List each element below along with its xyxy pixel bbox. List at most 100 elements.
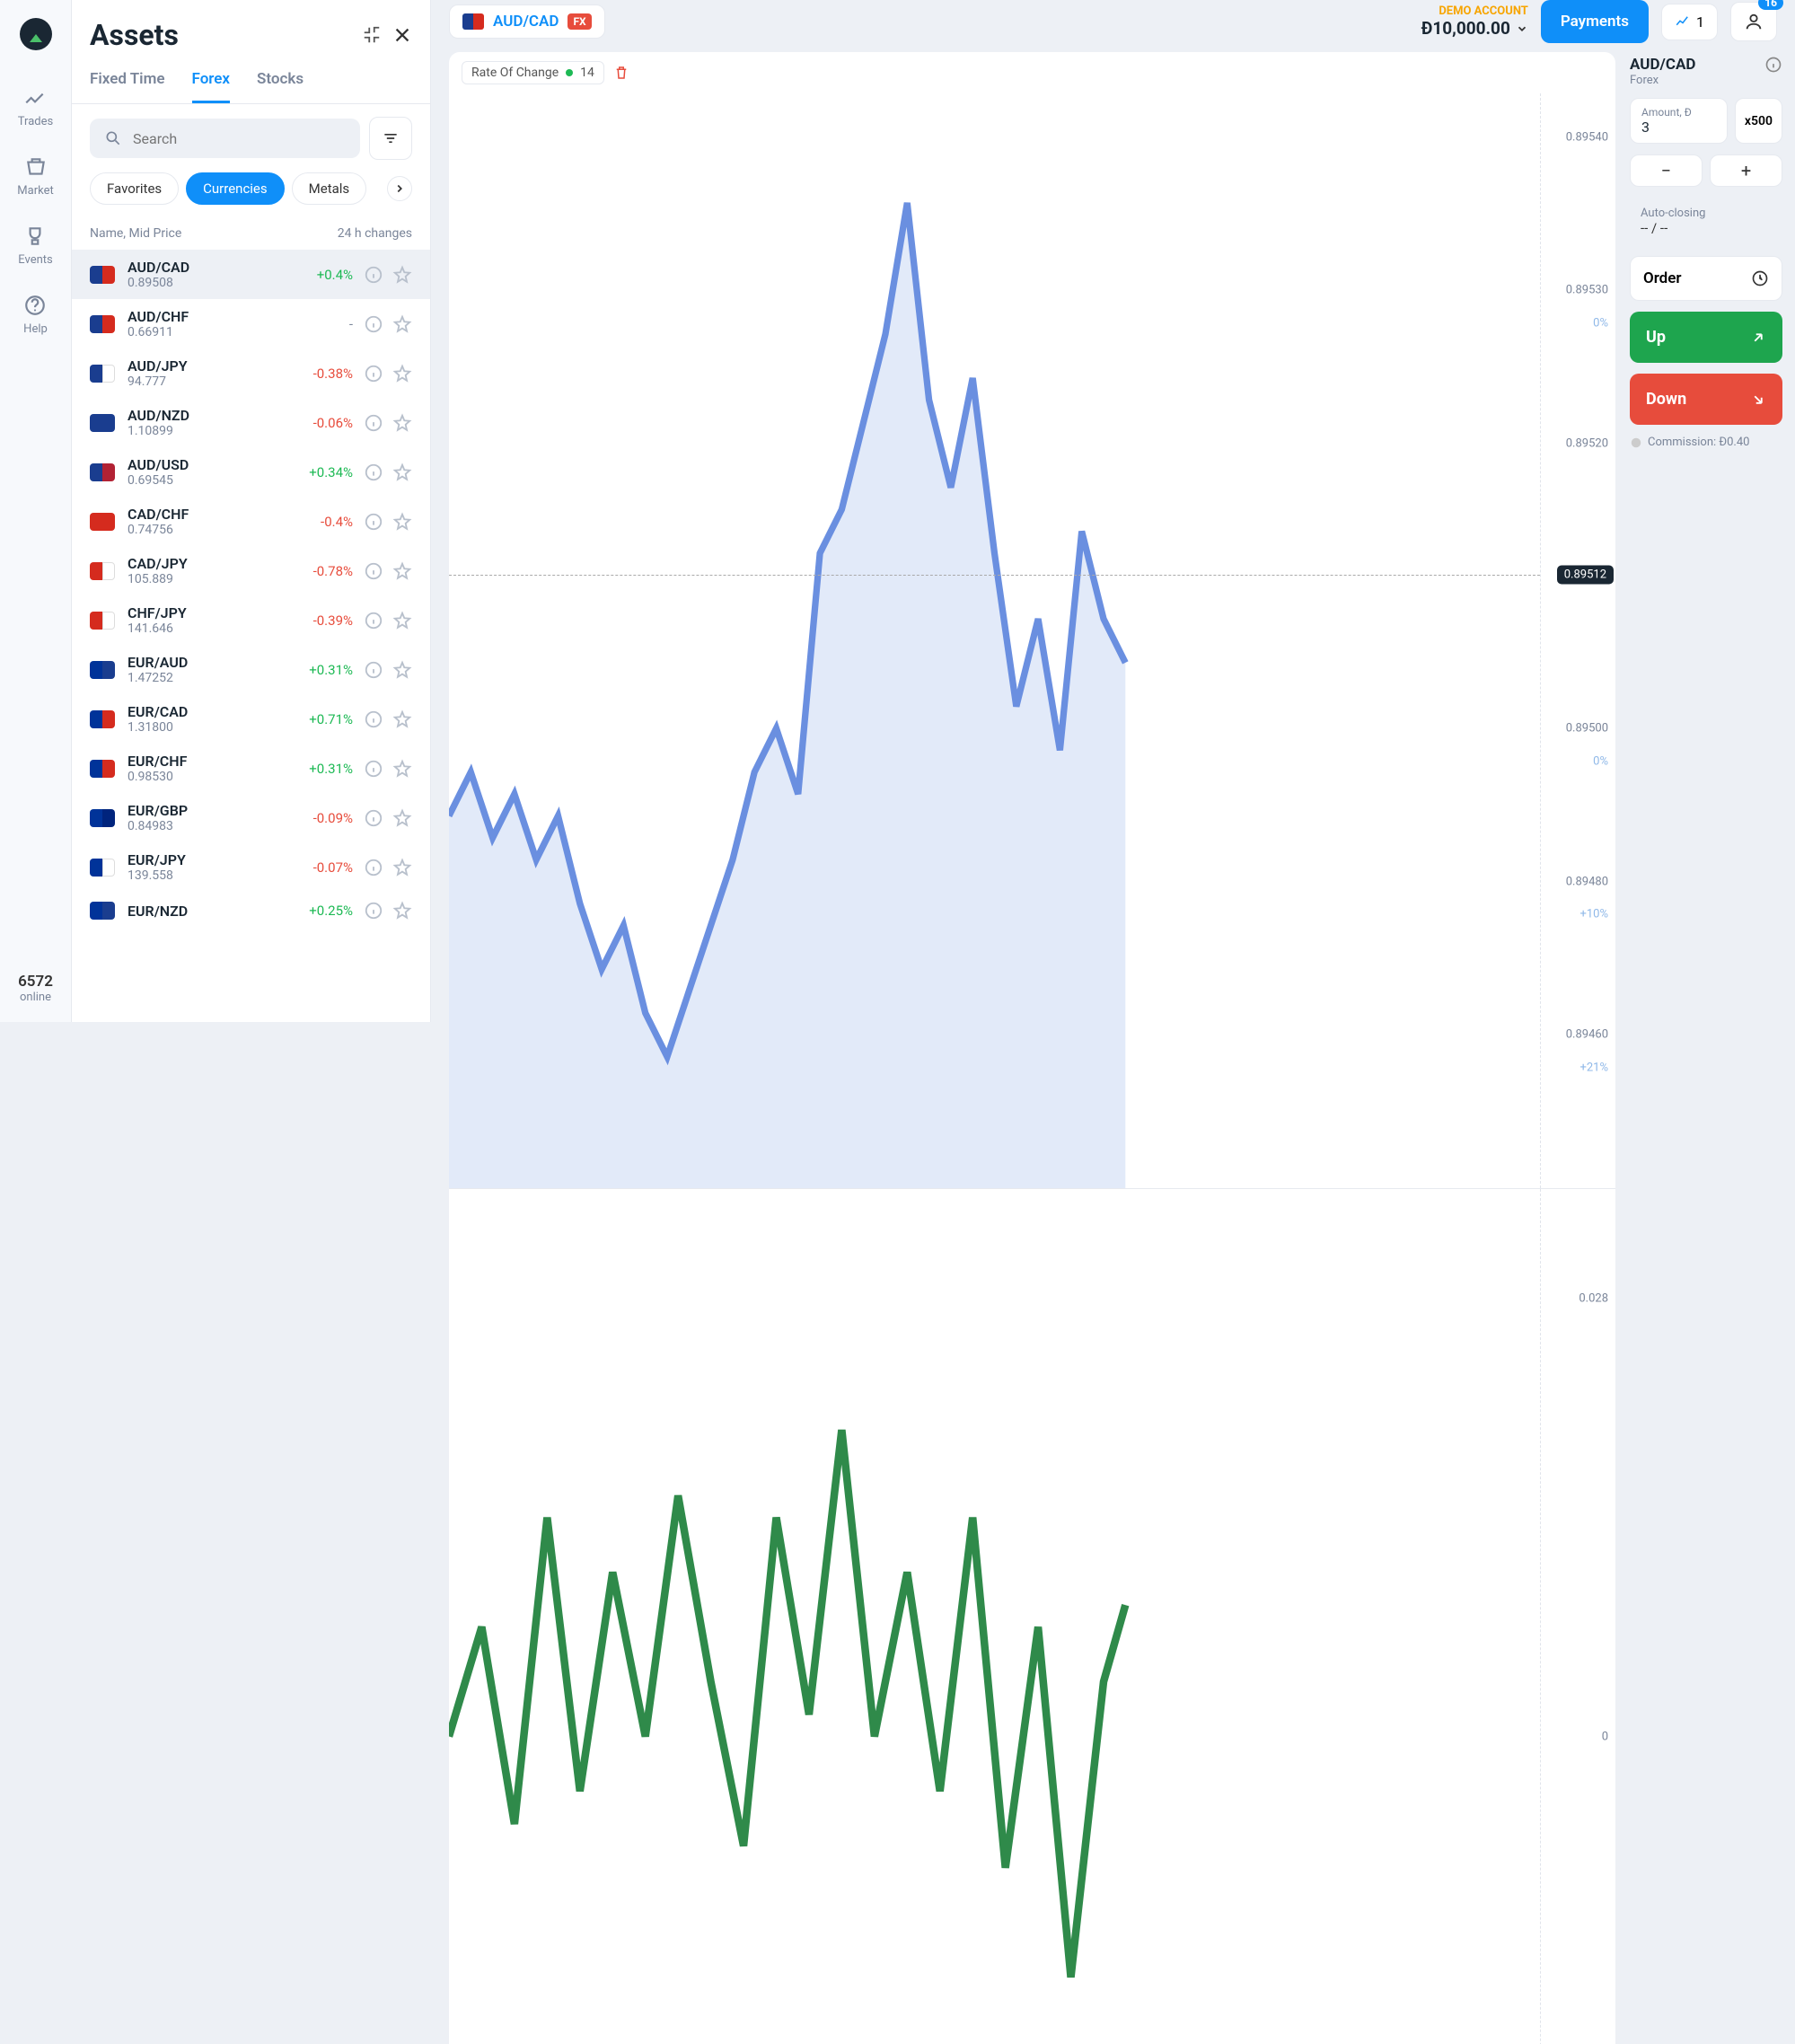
tab-stocks[interactable]: Stocks bbox=[257, 70, 304, 103]
asset-list[interactable]: AUD/CAD 0.89508 +0.4% AUD/CHF 0.66911 - … bbox=[72, 250, 430, 1022]
chart-zone: Rate Of Change 14 0.895400.895300%0.8952… bbox=[431, 43, 1624, 2044]
flag-icon bbox=[90, 710, 115, 728]
asset-row[interactable]: CHF/JPY 141.646 -0.39% bbox=[72, 595, 430, 645]
logo[interactable] bbox=[20, 18, 52, 50]
arrow-down-right-icon bbox=[1750, 392, 1766, 408]
tabs-button[interactable]: 1 bbox=[1661, 4, 1718, 40]
asset-row[interactable]: AUD/NZD 1.10899 -0.06% bbox=[72, 398, 430, 447]
asset-row[interactable]: EUR/AUD 1.47252 +0.31% bbox=[72, 645, 430, 694]
asset-row[interactable]: AUD/CAD 0.89508 +0.4% bbox=[72, 250, 430, 299]
flag-icon bbox=[90, 315, 115, 333]
asset-row[interactable]: AUD/USD 0.69545 +0.34% bbox=[72, 447, 430, 497]
tab-forex[interactable]: Forex bbox=[192, 70, 231, 103]
pills-next-button[interactable] bbox=[387, 176, 412, 201]
star-icon[interactable] bbox=[392, 709, 412, 729]
search-box[interactable] bbox=[90, 119, 360, 158]
info-icon[interactable] bbox=[364, 660, 383, 680]
pill-favorites[interactable]: Favorites bbox=[90, 172, 179, 205]
rail-item-market[interactable]: Market bbox=[17, 155, 53, 198]
collapse-icon[interactable] bbox=[362, 25, 382, 45]
list-header-right: 24 h changes bbox=[338, 226, 412, 241]
asset-change: -0.39% bbox=[290, 612, 353, 629]
left-rail: Trades Market Events Help 6572 online bbox=[0, 0, 72, 1022]
down-button[interactable]: Down bbox=[1630, 374, 1782, 425]
order-button[interactable]: Order bbox=[1630, 256, 1782, 301]
indicator-chip[interactable]: Rate Of Change 14 bbox=[462, 61, 604, 84]
minus-button[interactable]: − bbox=[1630, 154, 1703, 187]
star-icon[interactable] bbox=[392, 808, 412, 828]
info-icon[interactable] bbox=[364, 709, 383, 729]
pill-metals[interactable]: Metals bbox=[292, 172, 367, 205]
asset-row[interactable]: CAD/JPY 105.889 -0.78% bbox=[72, 546, 430, 595]
info-icon[interactable] bbox=[364, 314, 383, 334]
asset-row[interactable]: CAD/CHF 0.74756 -0.4% bbox=[72, 497, 430, 546]
asset-row[interactable]: AUD/JPY 94.777 -0.38% bbox=[72, 348, 430, 398]
search-input[interactable] bbox=[133, 130, 346, 147]
filter-button[interactable] bbox=[369, 117, 412, 160]
asset-price: 0.66911 bbox=[128, 325, 290, 339]
payments-button[interactable]: Payments bbox=[1541, 0, 1649, 43]
auto-closing-box[interactable]: Auto-closing -- / -- bbox=[1630, 198, 1782, 245]
info-icon[interactable] bbox=[364, 265, 383, 285]
asset-change: - bbox=[290, 316, 353, 332]
star-icon[interactable] bbox=[392, 561, 412, 581]
rail-item-events[interactable]: Events bbox=[18, 225, 52, 267]
pair-chip[interactable]: AUD/CAD FX bbox=[449, 4, 605, 39]
asset-row[interactable]: AUD/CHF 0.66911 - bbox=[72, 299, 430, 348]
info-icon[interactable] bbox=[364, 463, 383, 482]
demo-account-block[interactable]: DEMO ACCOUNT Đ10,000.00 bbox=[1421, 4, 1528, 39]
plus-button[interactable]: + bbox=[1710, 154, 1782, 187]
asset-row[interactable]: EUR/CHF 0.98530 +0.31% bbox=[72, 744, 430, 793]
flag-icon bbox=[90, 859, 115, 877]
commission-text: Commission: Đ0.40 bbox=[1630, 436, 1782, 449]
asset-price: 0.89508 bbox=[128, 276, 290, 290]
info-icon[interactable] bbox=[364, 611, 383, 630]
multiplier-button[interactable]: x500 bbox=[1735, 98, 1782, 144]
info-icon[interactable] bbox=[364, 364, 383, 383]
amount-input[interactable]: Amount, Đ 3 bbox=[1630, 98, 1728, 144]
star-icon[interactable] bbox=[392, 611, 412, 630]
info-icon[interactable] bbox=[364, 858, 383, 877]
info-icon[interactable] bbox=[364, 808, 383, 828]
asset-tabs: Fixed Time Forex Stocks bbox=[72, 52, 430, 104]
chart-card: Rate Of Change 14 0.895400.895300%0.8952… bbox=[449, 52, 1615, 2044]
rail-item-trades[interactable]: Trades bbox=[18, 86, 53, 128]
info-icon[interactable] bbox=[364, 413, 383, 433]
arrow-up-right-icon bbox=[1750, 330, 1766, 346]
asset-row[interactable]: EUR/CAD 1.31800 +0.71% bbox=[72, 694, 430, 744]
tab-fixed-time[interactable]: Fixed Time bbox=[90, 70, 165, 103]
chevron-right-icon bbox=[393, 182, 406, 195]
star-icon[interactable] bbox=[392, 265, 412, 285]
star-icon[interactable] bbox=[392, 413, 412, 433]
info-icon[interactable] bbox=[1764, 56, 1782, 74]
asset-name: AUD/CAD bbox=[128, 259, 290, 276]
star-icon[interactable] bbox=[392, 314, 412, 334]
help-icon bbox=[23, 294, 47, 317]
rail-item-help[interactable]: Help bbox=[23, 294, 48, 336]
info-icon[interactable] bbox=[364, 512, 383, 532]
star-icon[interactable] bbox=[392, 364, 412, 383]
asset-row[interactable]: EUR/NZD +0.25% bbox=[72, 892, 430, 929]
online-counter: 6572 online bbox=[18, 973, 53, 1004]
up-button[interactable]: Up bbox=[1630, 312, 1782, 363]
star-icon[interactable] bbox=[392, 660, 412, 680]
list-header-left: Name, Mid Price bbox=[90, 226, 181, 241]
asset-row[interactable]: EUR/JPY 139.558 -0.07% bbox=[72, 842, 430, 892]
star-icon[interactable] bbox=[392, 463, 412, 482]
asset-price: 1.10899 bbox=[128, 424, 290, 438]
star-icon[interactable] bbox=[392, 858, 412, 877]
profile-button[interactable]: 16 bbox=[1730, 2, 1777, 41]
star-icon[interactable] bbox=[392, 759, 412, 779]
price-chart[interactable] bbox=[449, 93, 1540, 1188]
info-icon[interactable] bbox=[364, 901, 383, 921]
trash-icon[interactable] bbox=[613, 65, 629, 81]
asset-row[interactable]: EUR/GBP 0.84983 -0.09% bbox=[72, 793, 430, 842]
pill-currencies[interactable]: Currencies bbox=[186, 172, 285, 205]
roc-chart[interactable]: − 30m + bbox=[449, 1189, 1540, 2044]
asset-change: +0.71% bbox=[290, 711, 353, 727]
info-icon[interactable] bbox=[364, 561, 383, 581]
close-icon[interactable] bbox=[392, 25, 412, 45]
info-icon[interactable] bbox=[364, 759, 383, 779]
star-icon[interactable] bbox=[392, 512, 412, 532]
star-icon[interactable] bbox=[392, 901, 412, 921]
